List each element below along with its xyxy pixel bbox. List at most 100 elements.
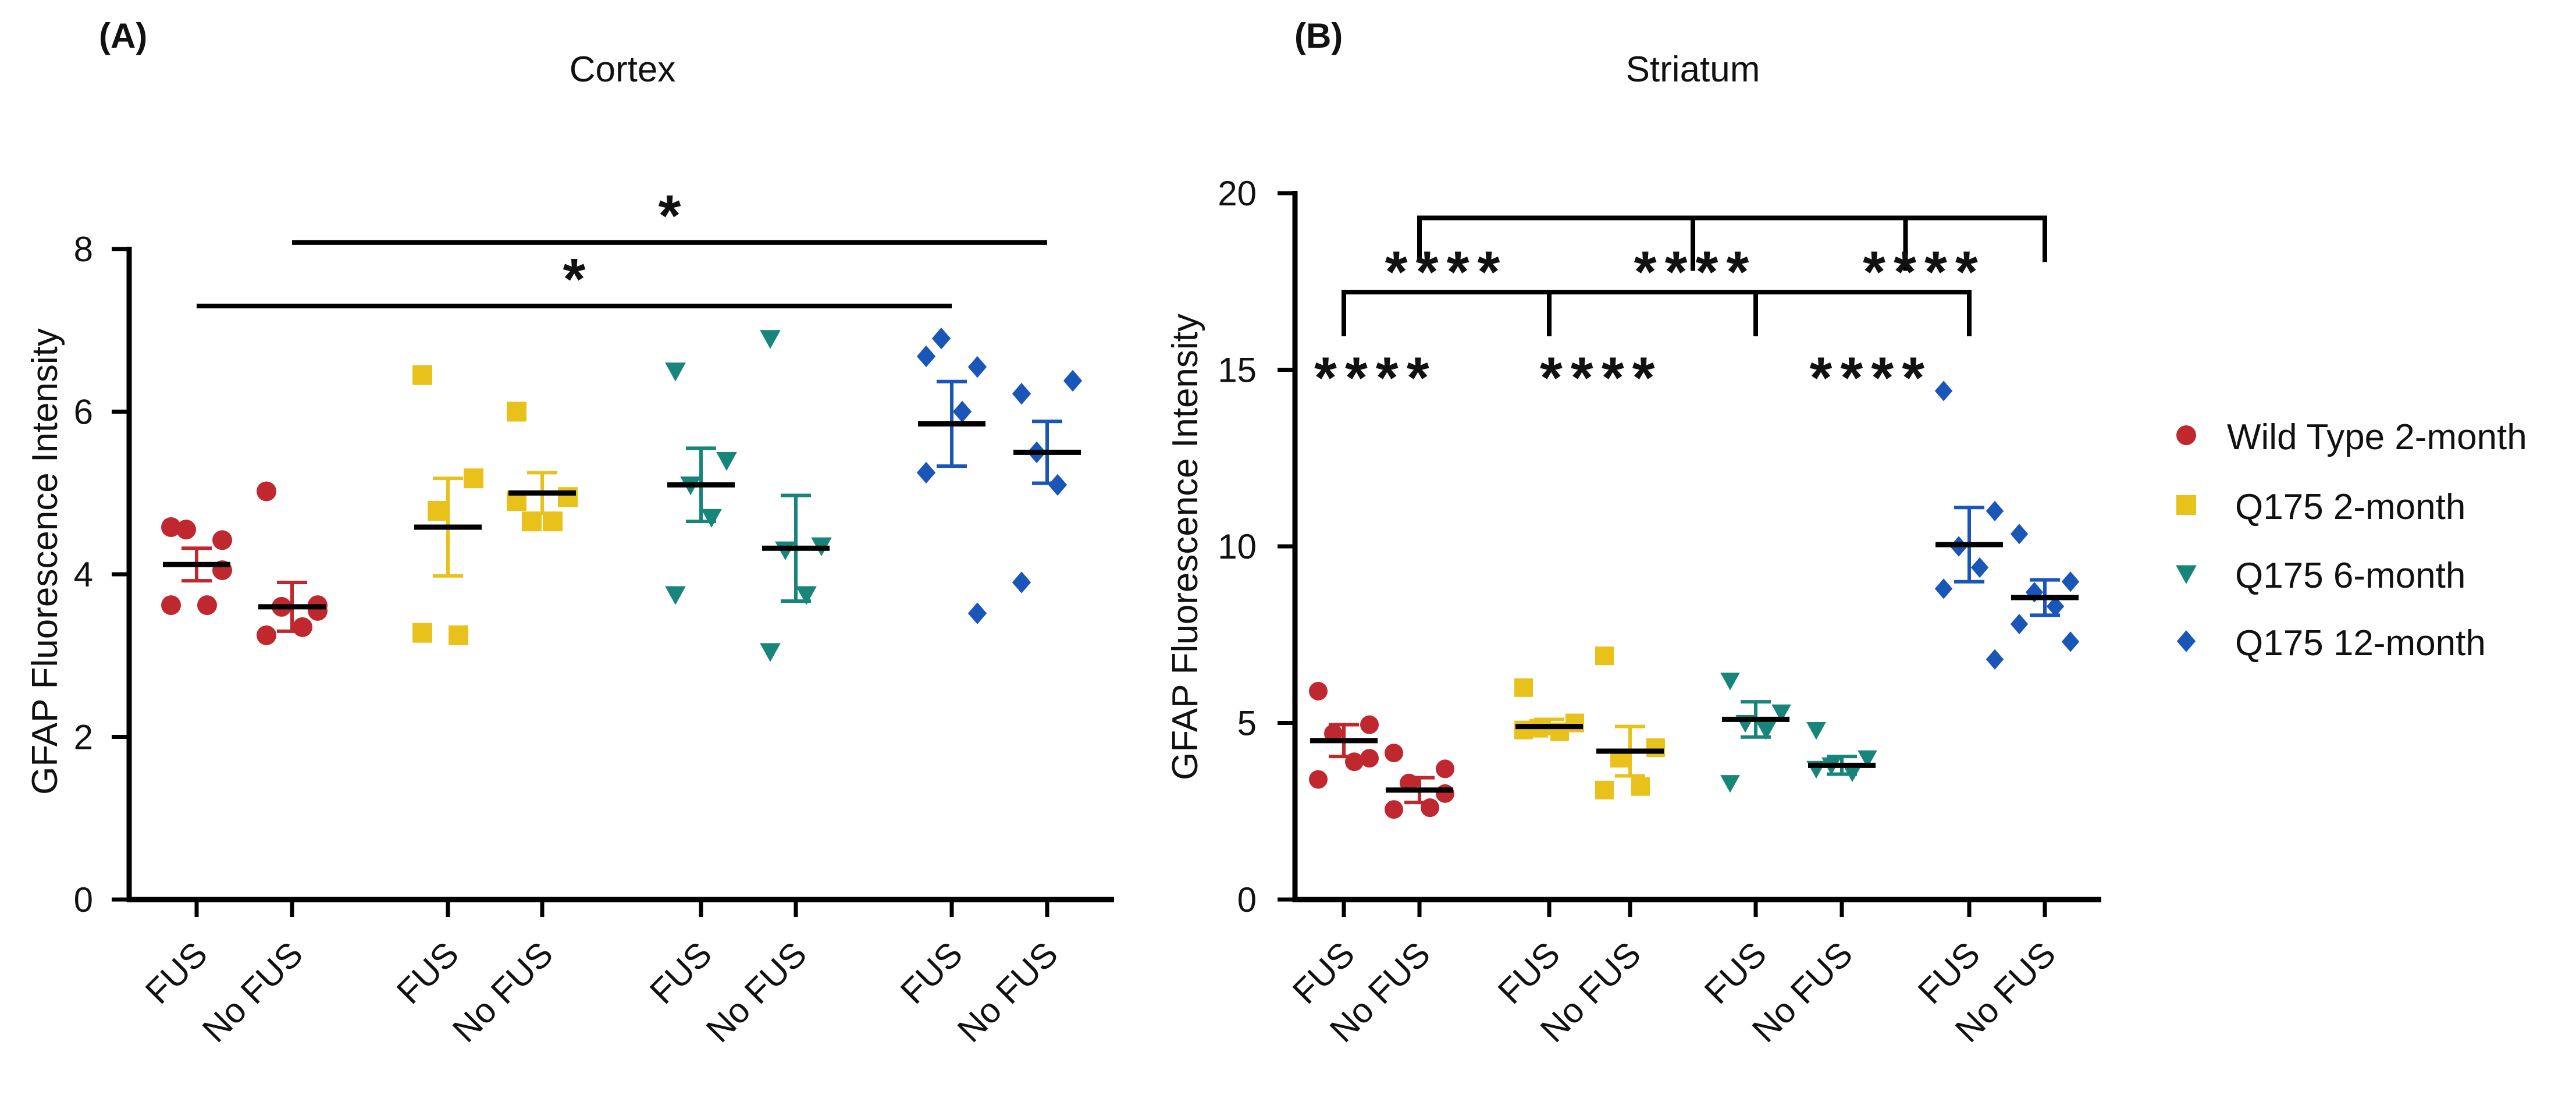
panel-a-data-point <box>967 356 987 378</box>
panel-b-data-point <box>1986 500 2004 521</box>
panel-a-data-point <box>558 487 578 507</box>
panel-b-data-point <box>2061 631 2080 652</box>
panel-a-x-tick-label: FUS <box>138 934 215 1011</box>
panel-b-data-point <box>1720 673 1740 691</box>
panel-a-title: Cortex <box>570 49 676 90</box>
panel-b-y-tick-label: 0 <box>1237 880 1257 919</box>
panel-b-data-point <box>1514 720 1533 740</box>
panel-a-data-point <box>916 461 936 484</box>
panel-b-data-point <box>1595 780 1614 799</box>
panel-a-data-point <box>161 595 181 616</box>
panel-b-data-point <box>1858 750 1877 768</box>
panel-b-y-tick-label: 15 <box>1218 351 1257 390</box>
panel-a-data-point <box>464 468 483 489</box>
panel-a-significance-star: * <box>563 247 586 312</box>
panel-b-data-point <box>1309 770 1328 789</box>
panel-a-data-point <box>412 623 432 643</box>
legend-marker-q12 <box>2176 630 2196 652</box>
panel-b-data-point <box>1986 649 2004 670</box>
legend: Wild Type 2-month Q175 2-month Q175 6-mont… <box>2176 417 2527 663</box>
panel-a-data-point <box>293 617 312 637</box>
legend-marker-q2 <box>2176 495 2196 515</box>
panel-b-data-point <box>2025 582 2044 603</box>
panel-a-data-point <box>197 595 217 616</box>
legend-label-q6: Q175 6-month <box>2235 556 2465 596</box>
panel-b-data-point <box>1309 681 1328 701</box>
panel-b-data-point <box>1436 759 1454 779</box>
panel-a-y-tick-label: 0 <box>74 880 93 919</box>
panel-a-y-tick-label: 6 <box>74 393 93 432</box>
panel-a-x-tick-label: FUS <box>893 934 970 1011</box>
panel-b-data-point <box>1385 744 1403 763</box>
panel-a-data-point <box>760 330 781 349</box>
panel-a-data-point <box>257 481 276 502</box>
panel-b-data-point <box>1756 722 1776 740</box>
panel-b-data-point <box>1806 722 1826 740</box>
legend-label-wt2: Wild Type 2-month <box>2227 417 2527 457</box>
panel-b-data-point <box>1385 800 1403 819</box>
panel-b-data-point <box>1360 715 1379 734</box>
panel-b-data-point <box>1934 578 1953 599</box>
panel-a-data-point <box>449 625 468 645</box>
panel-b-significance-stars: **** <box>1314 346 1438 411</box>
panel-a-data-point <box>701 509 722 528</box>
panel-b-data-point <box>1360 749 1379 768</box>
panel-a-data-point <box>931 328 951 350</box>
panel-b-data-point <box>1631 777 1650 796</box>
panel-b-data-point <box>2061 571 2080 592</box>
panel-b-data-point <box>1646 738 1665 757</box>
panel-b-significance-stars: **** <box>1634 240 1757 305</box>
panel-b-significance-stars: **** <box>1540 346 1663 411</box>
panel-a-y-tick-label: 4 <box>74 555 93 594</box>
panel-b-data-point <box>1595 646 1614 666</box>
panel-b-data-point <box>2010 524 2029 545</box>
panel-b-title: Striatum <box>1626 49 1760 90</box>
panel-b-data-point <box>2046 596 2065 617</box>
panel-a-x-tick-label: No FUS <box>699 934 814 1050</box>
legend-label-q12: Q175 12-month <box>2235 623 2486 663</box>
panel-a-significance-star: * <box>659 183 681 248</box>
panel-a-data-point <box>161 517 181 537</box>
panel-b-y-axis-label: GFAP Fluorescence Intensity <box>1165 314 1205 780</box>
panel-a-x-tick-label: FUS <box>389 934 466 1011</box>
panel-b-significance-stars: **** <box>1385 240 1508 305</box>
panel-b-data-point <box>2010 613 2029 635</box>
legend-marker-wt2 <box>2176 425 2196 445</box>
panel-b-y-tick-label: 10 <box>1218 527 1257 566</box>
panel-a-data-point <box>967 602 987 624</box>
panel-a-data-point <box>507 401 526 422</box>
panel-a-y-tick-label: 8 <box>74 230 93 269</box>
panel-b-letter: (B) <box>1294 16 1343 55</box>
panel-a-data-point <box>412 365 432 385</box>
panel-a-data-point <box>760 643 781 662</box>
panel-a-data-point <box>428 500 447 521</box>
panel-b-data-point <box>1771 704 1791 723</box>
panel-b-y-tick-label: 5 <box>1237 704 1257 743</box>
panel-a-data-point <box>1063 369 1083 392</box>
panel-b-data-point <box>1514 678 1533 697</box>
panel-a-data-point <box>952 400 972 423</box>
panel-b-data-point <box>1720 775 1740 793</box>
panel-a-data-point <box>1012 383 1031 405</box>
panel-a-y-tick-label: 2 <box>74 718 93 757</box>
panel-a-data-point <box>176 520 196 540</box>
panel-a-data-point <box>212 530 232 550</box>
panel-a-x-tick-label: No FUS <box>445 934 560 1050</box>
panel-b-data-point <box>1436 784 1454 803</box>
panel-b-significance-stars: **** <box>1809 346 1933 411</box>
panel-a-data-point <box>916 345 936 368</box>
panel-b-x-tick-label: FUS <box>1697 934 1774 1011</box>
panel-b-significance-stars: **** <box>1863 240 1986 305</box>
panel-a-letter: (A) <box>99 16 147 55</box>
panel-b-y-tick-label: 20 <box>1218 174 1257 213</box>
panel-a-data-point <box>1012 571 1031 593</box>
panel-a-data-point <box>716 452 737 471</box>
panel-a-data-point <box>796 586 817 605</box>
panel-a-x-tick-label: FUS <box>642 934 719 1011</box>
panel-a-y-axis-label: GFAP Fluorescence Intensity <box>25 328 65 795</box>
panel-b-data-point <box>1934 381 1953 401</box>
legend-label-q2: Q175 2-month <box>2235 487 2465 527</box>
